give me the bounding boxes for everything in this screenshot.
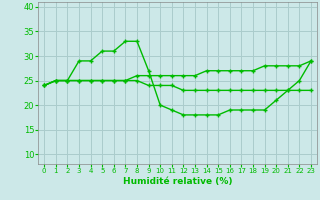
X-axis label: Humidité relative (%): Humidité relative (%) (123, 177, 232, 186)
